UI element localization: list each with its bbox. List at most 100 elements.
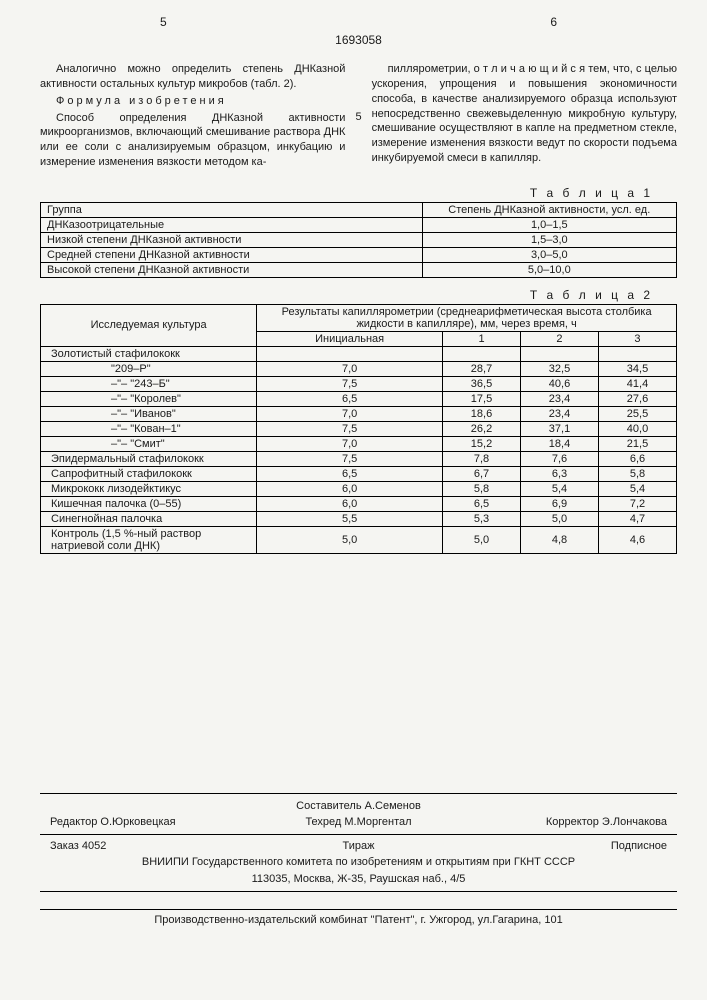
t2-sub-initial: Инициальная [257, 331, 443, 346]
table-cell: 18,6 [443, 406, 521, 421]
table-2: Исследуемая культура Результаты капилляр… [40, 304, 677, 554]
table-cell: 34,5 [598, 361, 676, 376]
culture-name: "209–Р" [41, 361, 257, 376]
table-row: Золотистый стафилококк [41, 346, 677, 361]
table-cell: ДНКазоотрицательные [41, 217, 423, 232]
formula-title: Формула изобретения [40, 94, 345, 109]
subscript: Подписное [461, 838, 667, 855]
table-cell: 6,0 [257, 496, 443, 511]
print-info: Производственно-издательский комбинат "П… [40, 909, 677, 926]
culture-name: –"– "Кован–1" [41, 421, 257, 436]
table-cell: 23,4 [521, 391, 599, 406]
culture-name: Сапрофитный стафилококк [41, 466, 257, 481]
right-column: пиллярометрии, о т л и ч а ю щ и й с я т… [372, 62, 677, 172]
table-cell: Средней степени ДНКазной активности [41, 247, 423, 262]
table-cell [257, 346, 443, 361]
footer-block: Составитель А.Семенов Редактор О.Юрковец… [40, 793, 677, 893]
composer: Составитель А.Семенов [40, 798, 677, 815]
table-row: –"– "Кован–1"7,526,237,140,0 [41, 421, 677, 436]
table-cell: 7,0 [257, 436, 443, 451]
table-cell: 7,5 [257, 421, 443, 436]
table-cell: 5,4 [521, 481, 599, 496]
table-cell: 5,8 [598, 466, 676, 481]
table-cell: 32,5 [521, 361, 599, 376]
table-row: Кишечная палочка (0–55)6,06,56,97,2 [41, 496, 677, 511]
table-cell: 6,0 [257, 481, 443, 496]
table-row: Микрококк лизодейктикус6,05,85,45,4 [41, 481, 677, 496]
table-cell: 5,0–10,0 [422, 262, 676, 277]
table-cell: 18,4 [521, 436, 599, 451]
paragraph-2b: пиллярометрии, о т л и ч а ю щ и й с я т… [372, 62, 677, 166]
table-row: –"– "Смит"7,015,218,421,5 [41, 436, 677, 451]
culture-name: –"– "243–Б" [41, 376, 257, 391]
table-cell: Низкой степени ДНКазной активности [41, 232, 423, 247]
table-cell: 26,2 [443, 421, 521, 436]
culture-name: –"– "Королев" [41, 391, 257, 406]
table-cell: 7,5 [257, 376, 443, 391]
table-cell: 36,5 [443, 376, 521, 391]
table-row: Эпидермальный стафилококк7,57,87,66,6 [41, 451, 677, 466]
table-cell: 23,4 [521, 406, 599, 421]
table-cell: 40,6 [521, 376, 599, 391]
table-cell: 6,5 [257, 466, 443, 481]
paragraph-2a: Способ определения ДНКазной активности м… [40, 111, 345, 170]
table-cell: 6,5 [257, 391, 443, 406]
table-cell: 37,1 [521, 421, 599, 436]
table-cell: 4,7 [598, 511, 676, 526]
table-row: "209–Р"7,028,732,534,5 [41, 361, 677, 376]
page-left: 5 [160, 15, 167, 29]
table-row: Средней степени ДНКазной активности3,0–5… [41, 247, 677, 262]
margin-line-number: 5 [355, 111, 361, 123]
corrector: Корректор Э.Лончакова [461, 814, 667, 831]
culture-name: Контроль (1,5 %-ный раствор натриевой со… [41, 526, 257, 553]
table-cell: 4,8 [521, 526, 599, 553]
table-cell: 3,0–5,0 [422, 247, 676, 262]
culture-name: Кишечная палочка (0–55) [41, 496, 257, 511]
t1-header-activity: Степень ДНКазной активности, усл. ед. [422, 202, 676, 217]
table1-label: Т а б л и ц а 1 [40, 186, 677, 200]
t2-sub-3: 3 [598, 331, 676, 346]
table-cell: 5,0 [257, 526, 443, 553]
paragraph-1: Аналогично можно определить степень ДНКа… [40, 62, 345, 92]
table-cell: Высокой степени ДНКазной активности [41, 262, 423, 277]
table-row: –"– "243–Б"7,536,540,641,4 [41, 376, 677, 391]
culture-name: Микрококк лизодейктикус [41, 481, 257, 496]
table-row: Синегнойная палочка5,55,35,04,7 [41, 511, 677, 526]
t1-header-group: Группа [41, 202, 423, 217]
table-cell: 7,0 [257, 406, 443, 421]
table-cell: 28,7 [443, 361, 521, 376]
table-cell: 7,0 [257, 361, 443, 376]
table-row: Низкой степени ДНКазной активности1,5–3,… [41, 232, 677, 247]
culture-name: Эпидермальный стафилококк [41, 451, 257, 466]
table-cell: 21,5 [598, 436, 676, 451]
table-cell: 4,6 [598, 526, 676, 553]
table-cell: 7,8 [443, 451, 521, 466]
culture-name: –"– "Смит" [41, 436, 257, 451]
table-cell: 5,4 [598, 481, 676, 496]
table-cell: 7,2 [598, 496, 676, 511]
culture-name: Синегнойная палочка [41, 511, 257, 526]
left-column: Аналогично можно определить степень ДНКа… [40, 62, 345, 172]
page-numbers: 5 6 [40, 15, 677, 29]
table-cell: 41,4 [598, 376, 676, 391]
table-cell: 5,0 [521, 511, 599, 526]
table-row: –"– "Королев"6,517,523,427,6 [41, 391, 677, 406]
table-cell: 5,5 [257, 511, 443, 526]
tirage: Тираж [256, 838, 462, 855]
table-cell [598, 346, 676, 361]
techred: Техред М.Моргентал [256, 814, 462, 831]
table-row: Контроль (1,5 %-ный раствор натриевой со… [41, 526, 677, 553]
table-cell: 40,0 [598, 421, 676, 436]
editor: Редактор О.Юрковецкая [50, 814, 256, 831]
table-1: Группа Степень ДНКазной активности, усл.… [40, 202, 677, 278]
t2-sub-1: 1 [443, 331, 521, 346]
t2-sub-2: 2 [521, 331, 599, 346]
table-cell: 1,5–3,0 [422, 232, 676, 247]
table-cell: 5,0 [443, 526, 521, 553]
table-cell: 6,6 [598, 451, 676, 466]
table-cell: 6,9 [521, 496, 599, 511]
table-cell: 1,0–1,5 [422, 217, 676, 232]
table-cell: 6,3 [521, 466, 599, 481]
t2-header-culture: Исследуемая культура [41, 304, 257, 346]
table-row: Высокой степени ДНКазной активности5,0–1… [41, 262, 677, 277]
